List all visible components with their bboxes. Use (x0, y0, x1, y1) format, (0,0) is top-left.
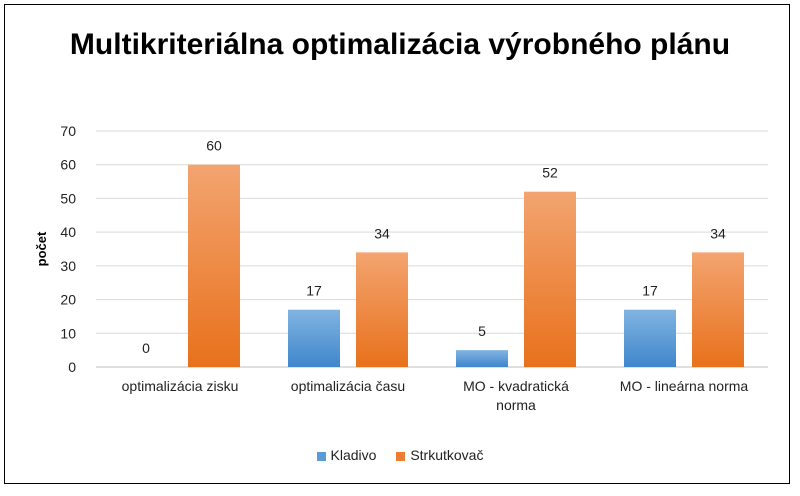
bar-series-1 (456, 350, 508, 367)
legend: Kladivo Strkutkovač (0, 447, 800, 463)
legend-item-series-2: Strkutkovač (396, 447, 483, 463)
y-tick-label: 10 (60, 325, 76, 341)
bar-series-1 (288, 309, 340, 367)
bars (188, 164, 744, 367)
bar-series-1 (624, 309, 676, 367)
data-label: 34 (710, 225, 726, 241)
data-label: 34 (374, 225, 390, 241)
y-tick-label: 40 (60, 224, 76, 240)
bar-series-2 (188, 164, 240, 367)
legend-label-series-1: Kladivo (330, 447, 377, 463)
y-tick-label: 0 (68, 359, 76, 375)
y-tick-label: 60 (60, 157, 76, 173)
data-label: 60 (206, 138, 222, 154)
x-tick-label: norma (496, 397, 536, 413)
data-label: 5 (478, 323, 486, 339)
legend-swatch-series-1 (316, 451, 326, 461)
x-tick-label: optimalizácia času (291, 378, 405, 394)
bar-series-2 (524, 191, 576, 367)
x-tick-label: MO - kvadratická (463, 378, 569, 394)
y-tick-label: 50 (60, 190, 76, 206)
data-label: 17 (642, 283, 658, 299)
bar-series-2 (692, 252, 744, 367)
data-label: 0 (142, 340, 150, 356)
y-axis-label: počet (34, 231, 49, 266)
data-label: 52 (542, 165, 558, 181)
x-tick-label: MO - lineárna norma (620, 378, 749, 394)
legend-label-series-2: Strkutkovač (410, 447, 484, 463)
chart-frame (4, 4, 790, 484)
x-tick-label: optimalizácia zisku (122, 378, 239, 394)
legend-item-series-1: Kladivo (316, 447, 377, 463)
bar-series-2 (356, 252, 408, 367)
data-label: 17 (306, 283, 322, 299)
legend-swatch-series-2 (396, 451, 406, 461)
y-tick-label: 70 (60, 123, 76, 139)
y-tick-label: 20 (60, 292, 76, 308)
labels: 0 10 20 30 40 50 60 70 počet 0 60 optimalizácia zis… (34, 123, 748, 413)
y-tick-label: 30 (60, 258, 76, 274)
chart-title: Multikriteriálna optimalizácia výrobného… (69, 28, 731, 61)
